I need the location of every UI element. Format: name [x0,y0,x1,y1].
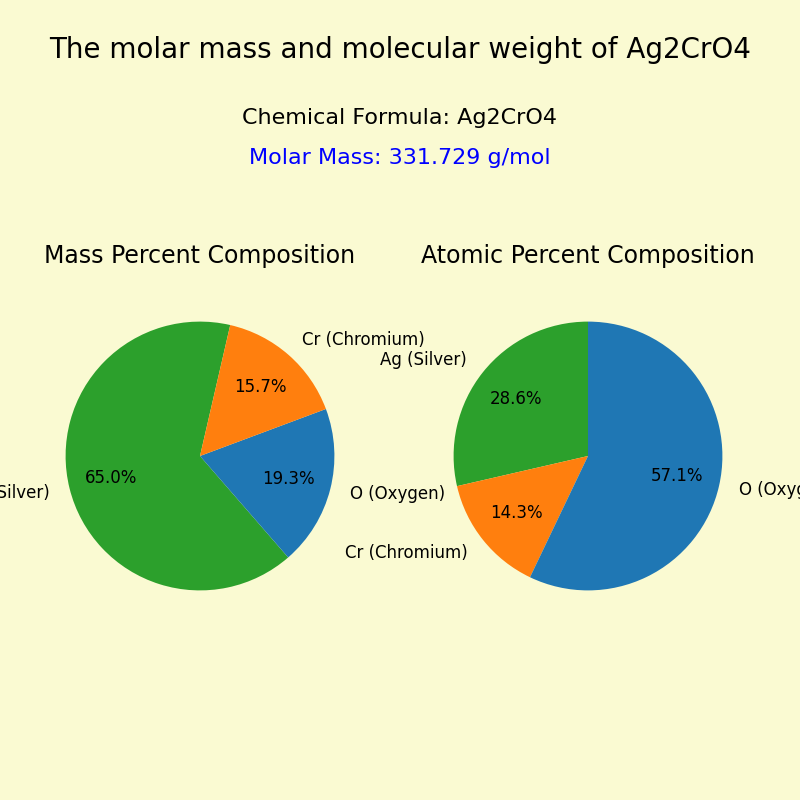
Text: Chemical Formula: Ag2CrO4: Chemical Formula: Ag2CrO4 [242,108,558,128]
Text: Ag (Silver): Ag (Silver) [380,350,467,369]
Wedge shape [454,322,588,486]
Wedge shape [530,322,722,590]
Wedge shape [457,456,588,578]
Text: 28.6%: 28.6% [490,390,542,408]
Text: Molar Mass: 331.729 g/mol: Molar Mass: 331.729 g/mol [249,148,551,168]
Text: Atomic Percent Composition: Atomic Percent Composition [421,244,755,268]
Text: Ag (Silver): Ag (Silver) [0,484,50,502]
Text: 19.3%: 19.3% [262,470,315,487]
Wedge shape [66,322,288,590]
Wedge shape [200,325,326,456]
Text: O (Oxygen): O (Oxygen) [350,485,445,503]
Text: Cr (Chromium): Cr (Chromium) [345,544,467,562]
Text: The molar mass and molecular weight of Ag2CrO4: The molar mass and molecular weight of A… [49,36,751,64]
Wedge shape [200,409,334,558]
Text: O (Oxygen): O (Oxygen) [738,481,800,499]
Text: Cr (Chromium): Cr (Chromium) [302,331,425,349]
Text: 65.0%: 65.0% [85,469,138,487]
Text: 57.1%: 57.1% [651,467,703,486]
Text: 14.3%: 14.3% [490,504,543,522]
Text: Mass Percent Composition: Mass Percent Composition [45,244,355,268]
Text: 15.7%: 15.7% [234,378,286,396]
